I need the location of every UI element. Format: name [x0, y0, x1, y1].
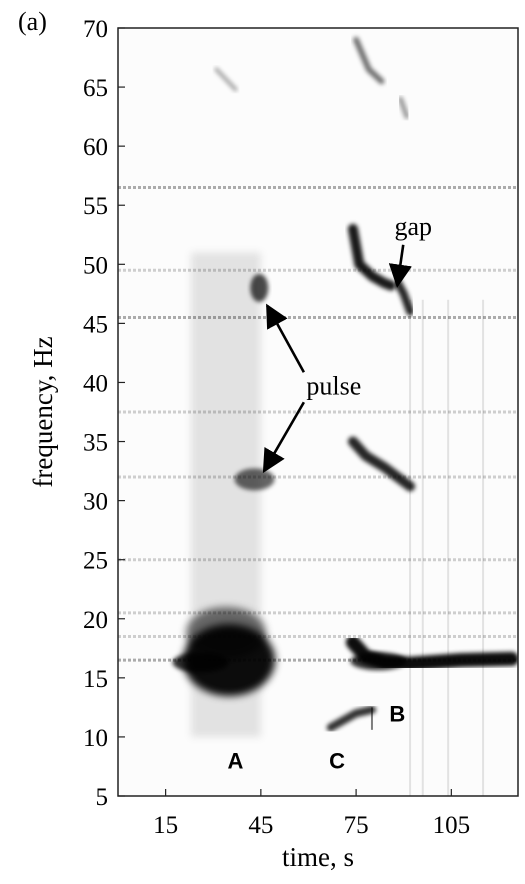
x-axis-label: time, s	[282, 842, 354, 872]
y-tick-label-9: 50	[83, 252, 108, 279]
y-tick-label-12: 65	[83, 75, 108, 102]
annotation-gap: gap	[394, 212, 432, 241]
y-tick-label-10: 55	[83, 193, 108, 220]
feature-b-core	[350, 652, 406, 670]
y-tick-label-3: 20	[83, 607, 108, 634]
x-tick-label-0: 15	[153, 812, 178, 839]
feature-a-left-edge	[173, 652, 229, 672]
annotation-pulse: pulse	[306, 371, 361, 400]
y-tick-label-8: 45	[83, 311, 108, 338]
y-tick-label-4: 25	[83, 548, 108, 575]
y-tick-label-5: 30	[83, 489, 108, 516]
x-tick-label-3: 105	[433, 812, 471, 839]
y-tick-label-0: 5	[96, 784, 109, 811]
spectrogram-plot-area	[118, 28, 518, 796]
feature-label-a: A	[228, 749, 244, 774]
x-tick-label-2: 75	[344, 812, 369, 839]
feature-a-upper-core	[186, 607, 266, 659]
y-tick-label-2: 15	[83, 666, 108, 693]
y-tick-label-7: 40	[83, 370, 108, 397]
panel-label: (a)	[18, 7, 47, 36]
pulse-mark-upper	[250, 274, 268, 302]
x-tick-label-1: 45	[248, 812, 273, 839]
y-axis-label: frequency, Hz	[28, 336, 58, 487]
y-tick-label-13: 70	[83, 16, 108, 43]
y-tick-label-1: 10	[83, 725, 108, 752]
feature-label-c: C	[329, 749, 345, 774]
y-tick-label-6: 35	[83, 430, 108, 457]
y-tick-label-11: 60	[83, 134, 108, 161]
feature-label-b: B	[389, 701, 405, 726]
pulse-mark-lower	[235, 468, 275, 490]
